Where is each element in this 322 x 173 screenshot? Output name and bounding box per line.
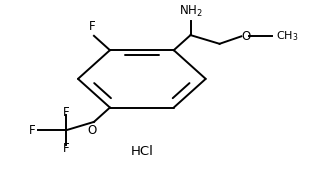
Text: F: F bbox=[63, 142, 70, 154]
Text: NH$_2$: NH$_2$ bbox=[179, 4, 203, 19]
Text: CH$_3$: CH$_3$ bbox=[276, 29, 298, 43]
Text: F: F bbox=[29, 124, 35, 137]
Text: F: F bbox=[63, 106, 70, 119]
Text: F: F bbox=[89, 20, 96, 33]
Text: HCl: HCl bbox=[130, 145, 153, 158]
Text: O: O bbox=[242, 30, 251, 43]
Text: O: O bbox=[88, 124, 97, 137]
